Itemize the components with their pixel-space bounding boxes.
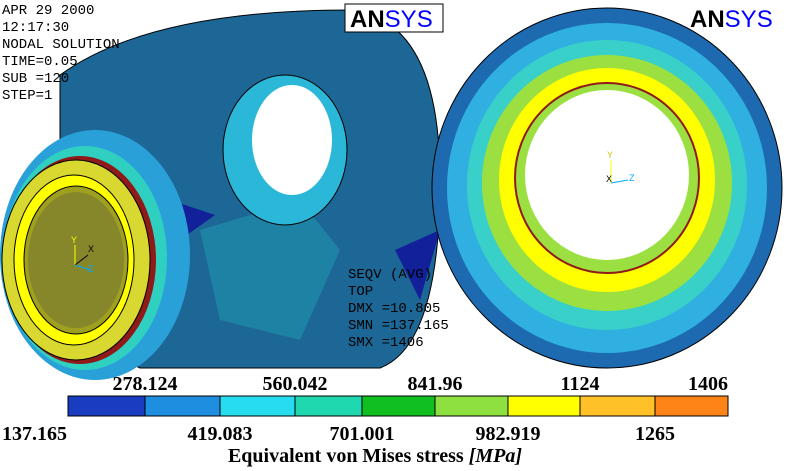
legend-label: 560.042 bbox=[263, 373, 328, 395]
info-line: SMX =1406 bbox=[348, 335, 424, 351]
legend-label: 1406 bbox=[688, 373, 728, 395]
triad-label: Z bbox=[629, 173, 635, 183]
legend-label: 419.083 bbox=[188, 423, 253, 445]
header-line: SUB =120 bbox=[2, 71, 69, 87]
color-swatch bbox=[507, 395, 581, 417]
legend-label: 841.96 bbox=[408, 373, 463, 395]
info-line: SEQV (AVG) bbox=[348, 267, 432, 283]
legend-caption: Equivalent von Mises stress [MPa] bbox=[228, 445, 522, 467]
triad-label: Y bbox=[607, 150, 613, 160]
legend-label: 1124 bbox=[561, 373, 600, 395]
color-swatch bbox=[434, 395, 509, 417]
color-swatch bbox=[67, 395, 146, 417]
logo-box bbox=[344, 3, 444, 33]
color-swatch bbox=[579, 395, 656, 417]
color-swatch bbox=[294, 395, 363, 417]
color-swatch bbox=[654, 395, 729, 417]
triad-label: X bbox=[88, 244, 94, 254]
left-triad: Y X Z bbox=[71, 235, 94, 274]
right-model bbox=[431, 7, 783, 369]
header-line: TIME=0.05 bbox=[2, 54, 78, 70]
triad-label: Z bbox=[88, 264, 94, 274]
header-line: NODAL SOLUTION bbox=[2, 37, 120, 53]
header-line: 12:17:30 bbox=[2, 20, 69, 36]
right-triad: Y X Z bbox=[606, 150, 635, 184]
color-swatch bbox=[144, 395, 221, 417]
header-line: STEP=1 bbox=[2, 88, 52, 104]
colorbar: 278.124 560.042 841.96 1124 1406 137.165 419.0… bbox=[2, 373, 729, 445]
color-swatch bbox=[361, 395, 436, 417]
legend-label: 137.165 bbox=[2, 423, 67, 445]
color-swatch bbox=[219, 395, 296, 417]
legend-label: 278.124 bbox=[113, 373, 178, 395]
legend-label: 1265 bbox=[635, 423, 675, 445]
legend-label: 701.001 bbox=[330, 423, 395, 445]
triad-label: X bbox=[606, 174, 612, 184]
info-line: TOP bbox=[348, 284, 373, 300]
left-model bbox=[0, 9, 441, 380]
info-line: DMX =10.805 bbox=[348, 301, 440, 317]
logo: ANSYS bbox=[690, 6, 773, 33]
triad-label: Y bbox=[71, 235, 77, 245]
legend-label: 982.919 bbox=[476, 423, 541, 445]
header-line: APR 29 2000 bbox=[2, 3, 94, 19]
info-line: SMN =137.165 bbox=[348, 318, 449, 334]
logo: ANSYS bbox=[350, 6, 433, 33]
